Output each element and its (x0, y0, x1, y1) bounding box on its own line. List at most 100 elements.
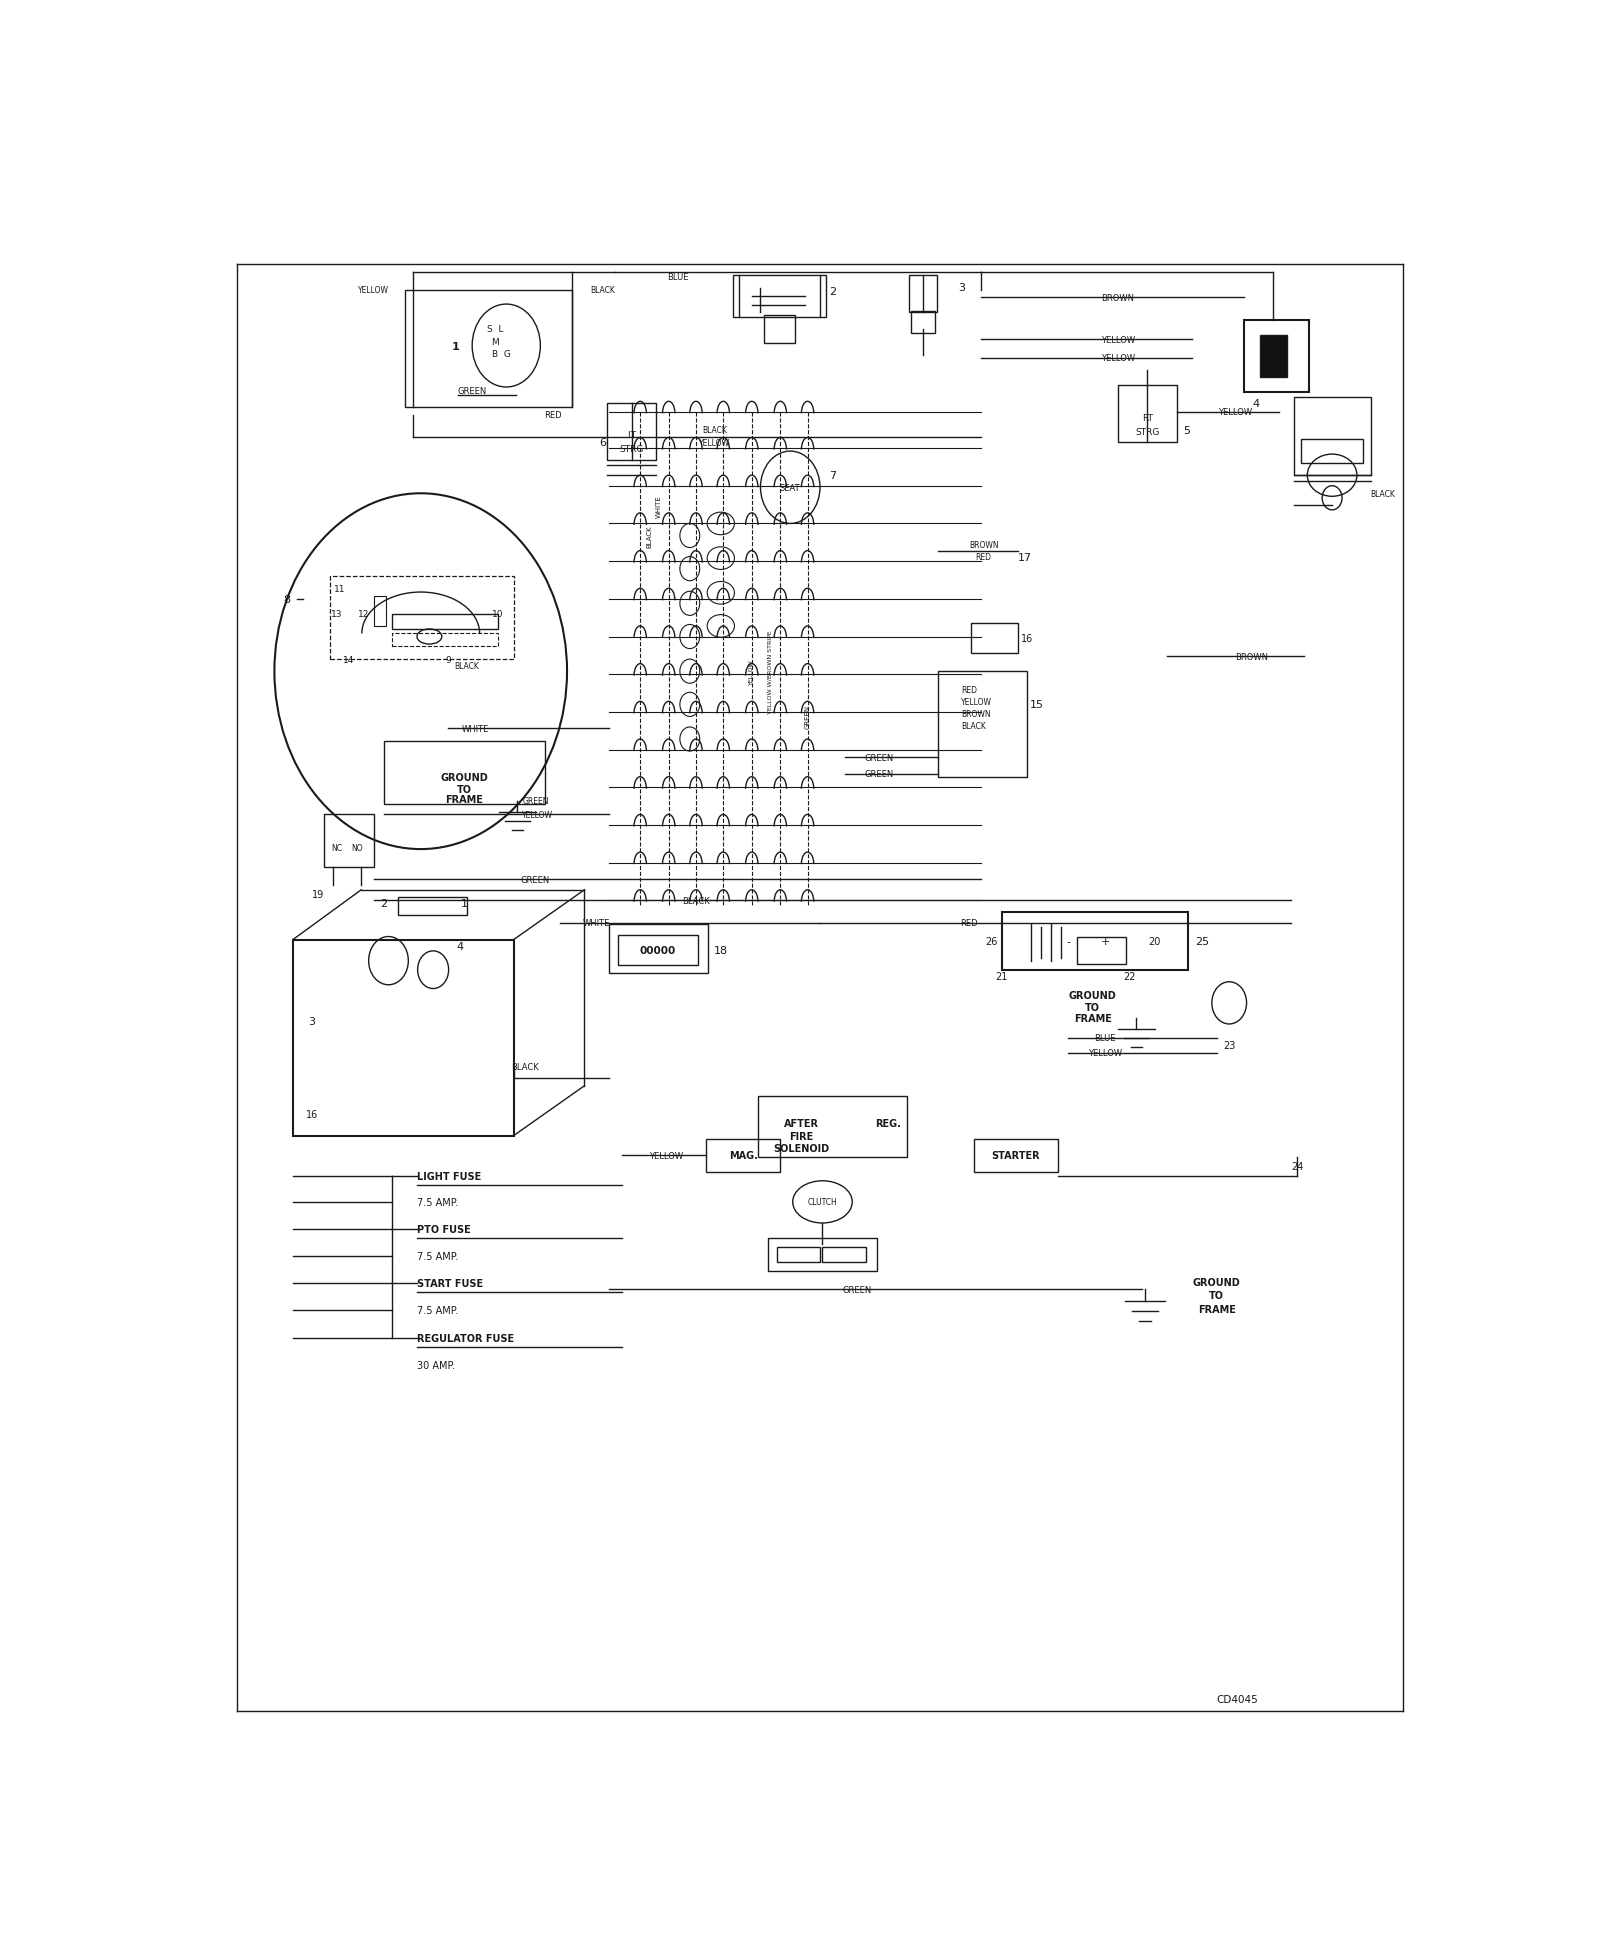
Text: CD4045: CD4045 (1216, 1695, 1259, 1705)
Text: LIGHT FUSE: LIGHT FUSE (418, 1172, 482, 1182)
Text: BROWN: BROWN (1235, 652, 1269, 661)
Text: 14: 14 (342, 656, 355, 663)
Bar (706, 1139, 781, 1172)
Text: SOLENOID: SOLENOID (773, 1143, 829, 1153)
Text: B  G: B G (491, 350, 510, 358)
Text: BLACK: BLACK (962, 722, 986, 730)
Text: YELLOW: YELLOW (699, 438, 730, 448)
Bar (1077, 937, 1126, 965)
Text: S  L: S L (486, 325, 504, 335)
Text: 4: 4 (1253, 399, 1261, 409)
Bar (822, 1247, 866, 1262)
Text: 3: 3 (958, 282, 965, 294)
Text: YELLOW: YELLOW (1101, 337, 1134, 344)
Text: YELLOW: YELLOW (357, 286, 389, 296)
Text: 7.5 AMP.: 7.5 AMP. (418, 1305, 458, 1315)
Text: 12: 12 (358, 611, 370, 618)
Text: +: + (1101, 937, 1110, 947)
Bar (1117, 386, 1178, 442)
Text: 8: 8 (283, 595, 290, 605)
Bar (392, 634, 498, 646)
Bar (909, 276, 936, 313)
Text: GROUND: GROUND (440, 773, 488, 783)
Text: START FUSE: START FUSE (418, 1278, 483, 1288)
Text: 25: 25 (1195, 937, 1210, 947)
Text: GREEN: GREEN (866, 769, 894, 779)
Text: RED: RED (962, 685, 978, 695)
Text: BROWN: BROWN (1101, 294, 1134, 303)
Text: WHITE: WHITE (656, 495, 662, 517)
Text: 18: 18 (714, 945, 728, 955)
Text: FRAME: FRAME (1198, 1303, 1235, 1315)
Text: GROUND: GROUND (1194, 1278, 1240, 1288)
Text: GREEN: GREEN (805, 705, 811, 730)
Text: TO: TO (1210, 1292, 1224, 1301)
Text: AFTER: AFTER (784, 1119, 819, 1129)
Text: 30 AMP.: 30 AMP. (418, 1360, 454, 1370)
Bar (1294, 397, 1371, 476)
Text: YELLOW: YELLOW (1088, 1049, 1122, 1057)
Bar (374, 597, 386, 626)
Text: TO: TO (1085, 1002, 1101, 1014)
Text: 17: 17 (1018, 552, 1032, 562)
Text: 23: 23 (1222, 1041, 1235, 1051)
Text: RT: RT (1142, 415, 1154, 423)
Text: 10: 10 (491, 611, 504, 618)
Text: YELLOW: YELLOW (650, 1151, 683, 1161)
Text: GREEN: GREEN (866, 753, 894, 761)
Text: FIRE: FIRE (789, 1131, 813, 1141)
Text: -: - (1066, 937, 1070, 947)
Text: NC: NC (331, 843, 342, 853)
Text: 2: 2 (379, 898, 387, 908)
Bar (776, 1247, 819, 1262)
Text: BLACK: BLACK (682, 896, 710, 906)
Bar (1245, 321, 1309, 393)
Text: FRAME: FRAME (1074, 1014, 1112, 1024)
Text: YELLOW: YELLOW (962, 697, 992, 706)
Bar (330, 577, 514, 660)
Text: NO: NO (352, 843, 363, 853)
Text: BLACK: BLACK (454, 661, 478, 671)
Text: RED: RED (976, 552, 992, 562)
Bar (293, 939, 514, 1135)
Text: CLUTCH: CLUTCH (808, 1198, 837, 1207)
Text: YELLOW: YELLOW (749, 660, 754, 685)
Bar (974, 1139, 1058, 1172)
Text: 24: 24 (1291, 1161, 1304, 1170)
Text: STRG: STRG (619, 444, 643, 454)
Text: SEAT: SEAT (779, 483, 800, 493)
Text: YELLOW: YELLOW (523, 810, 554, 820)
Text: BLACK: BLACK (702, 427, 726, 434)
Text: PTO FUSE: PTO FUSE (418, 1225, 470, 1235)
Text: BLUE: BLUE (1094, 1033, 1115, 1043)
Text: M: M (491, 337, 499, 346)
Text: 00000: 00000 (640, 945, 675, 955)
Text: BLACK: BLACK (1371, 489, 1395, 499)
Bar (405, 290, 573, 409)
Text: GREEN: GREEN (520, 875, 549, 885)
Text: REGULATOR FUSE: REGULATOR FUSE (418, 1333, 514, 1343)
Text: RED: RED (960, 920, 978, 928)
Text: REG.: REG. (875, 1119, 901, 1129)
Bar (910, 311, 936, 335)
Text: BLUE: BLUE (667, 272, 688, 282)
Text: 15: 15 (1030, 701, 1043, 710)
Text: 22: 22 (1123, 971, 1136, 980)
Bar (323, 814, 374, 867)
Text: 2: 2 (829, 288, 835, 297)
Text: 11: 11 (334, 585, 346, 593)
Bar (384, 742, 544, 804)
Text: 5: 5 (1184, 427, 1190, 436)
Text: 20: 20 (1149, 937, 1162, 947)
Text: YELLOW: YELLOW (1101, 354, 1134, 362)
Text: 16: 16 (1021, 634, 1034, 644)
Bar (606, 403, 656, 462)
Text: MAG.: MAG. (728, 1151, 757, 1161)
Text: WHITE: WHITE (461, 724, 490, 734)
Text: BLACK: BLACK (646, 524, 651, 548)
Text: TO: TO (456, 785, 472, 795)
Bar (733, 276, 826, 317)
Text: WHITE: WHITE (582, 920, 611, 928)
Bar (938, 671, 1027, 777)
Bar (392, 614, 498, 630)
